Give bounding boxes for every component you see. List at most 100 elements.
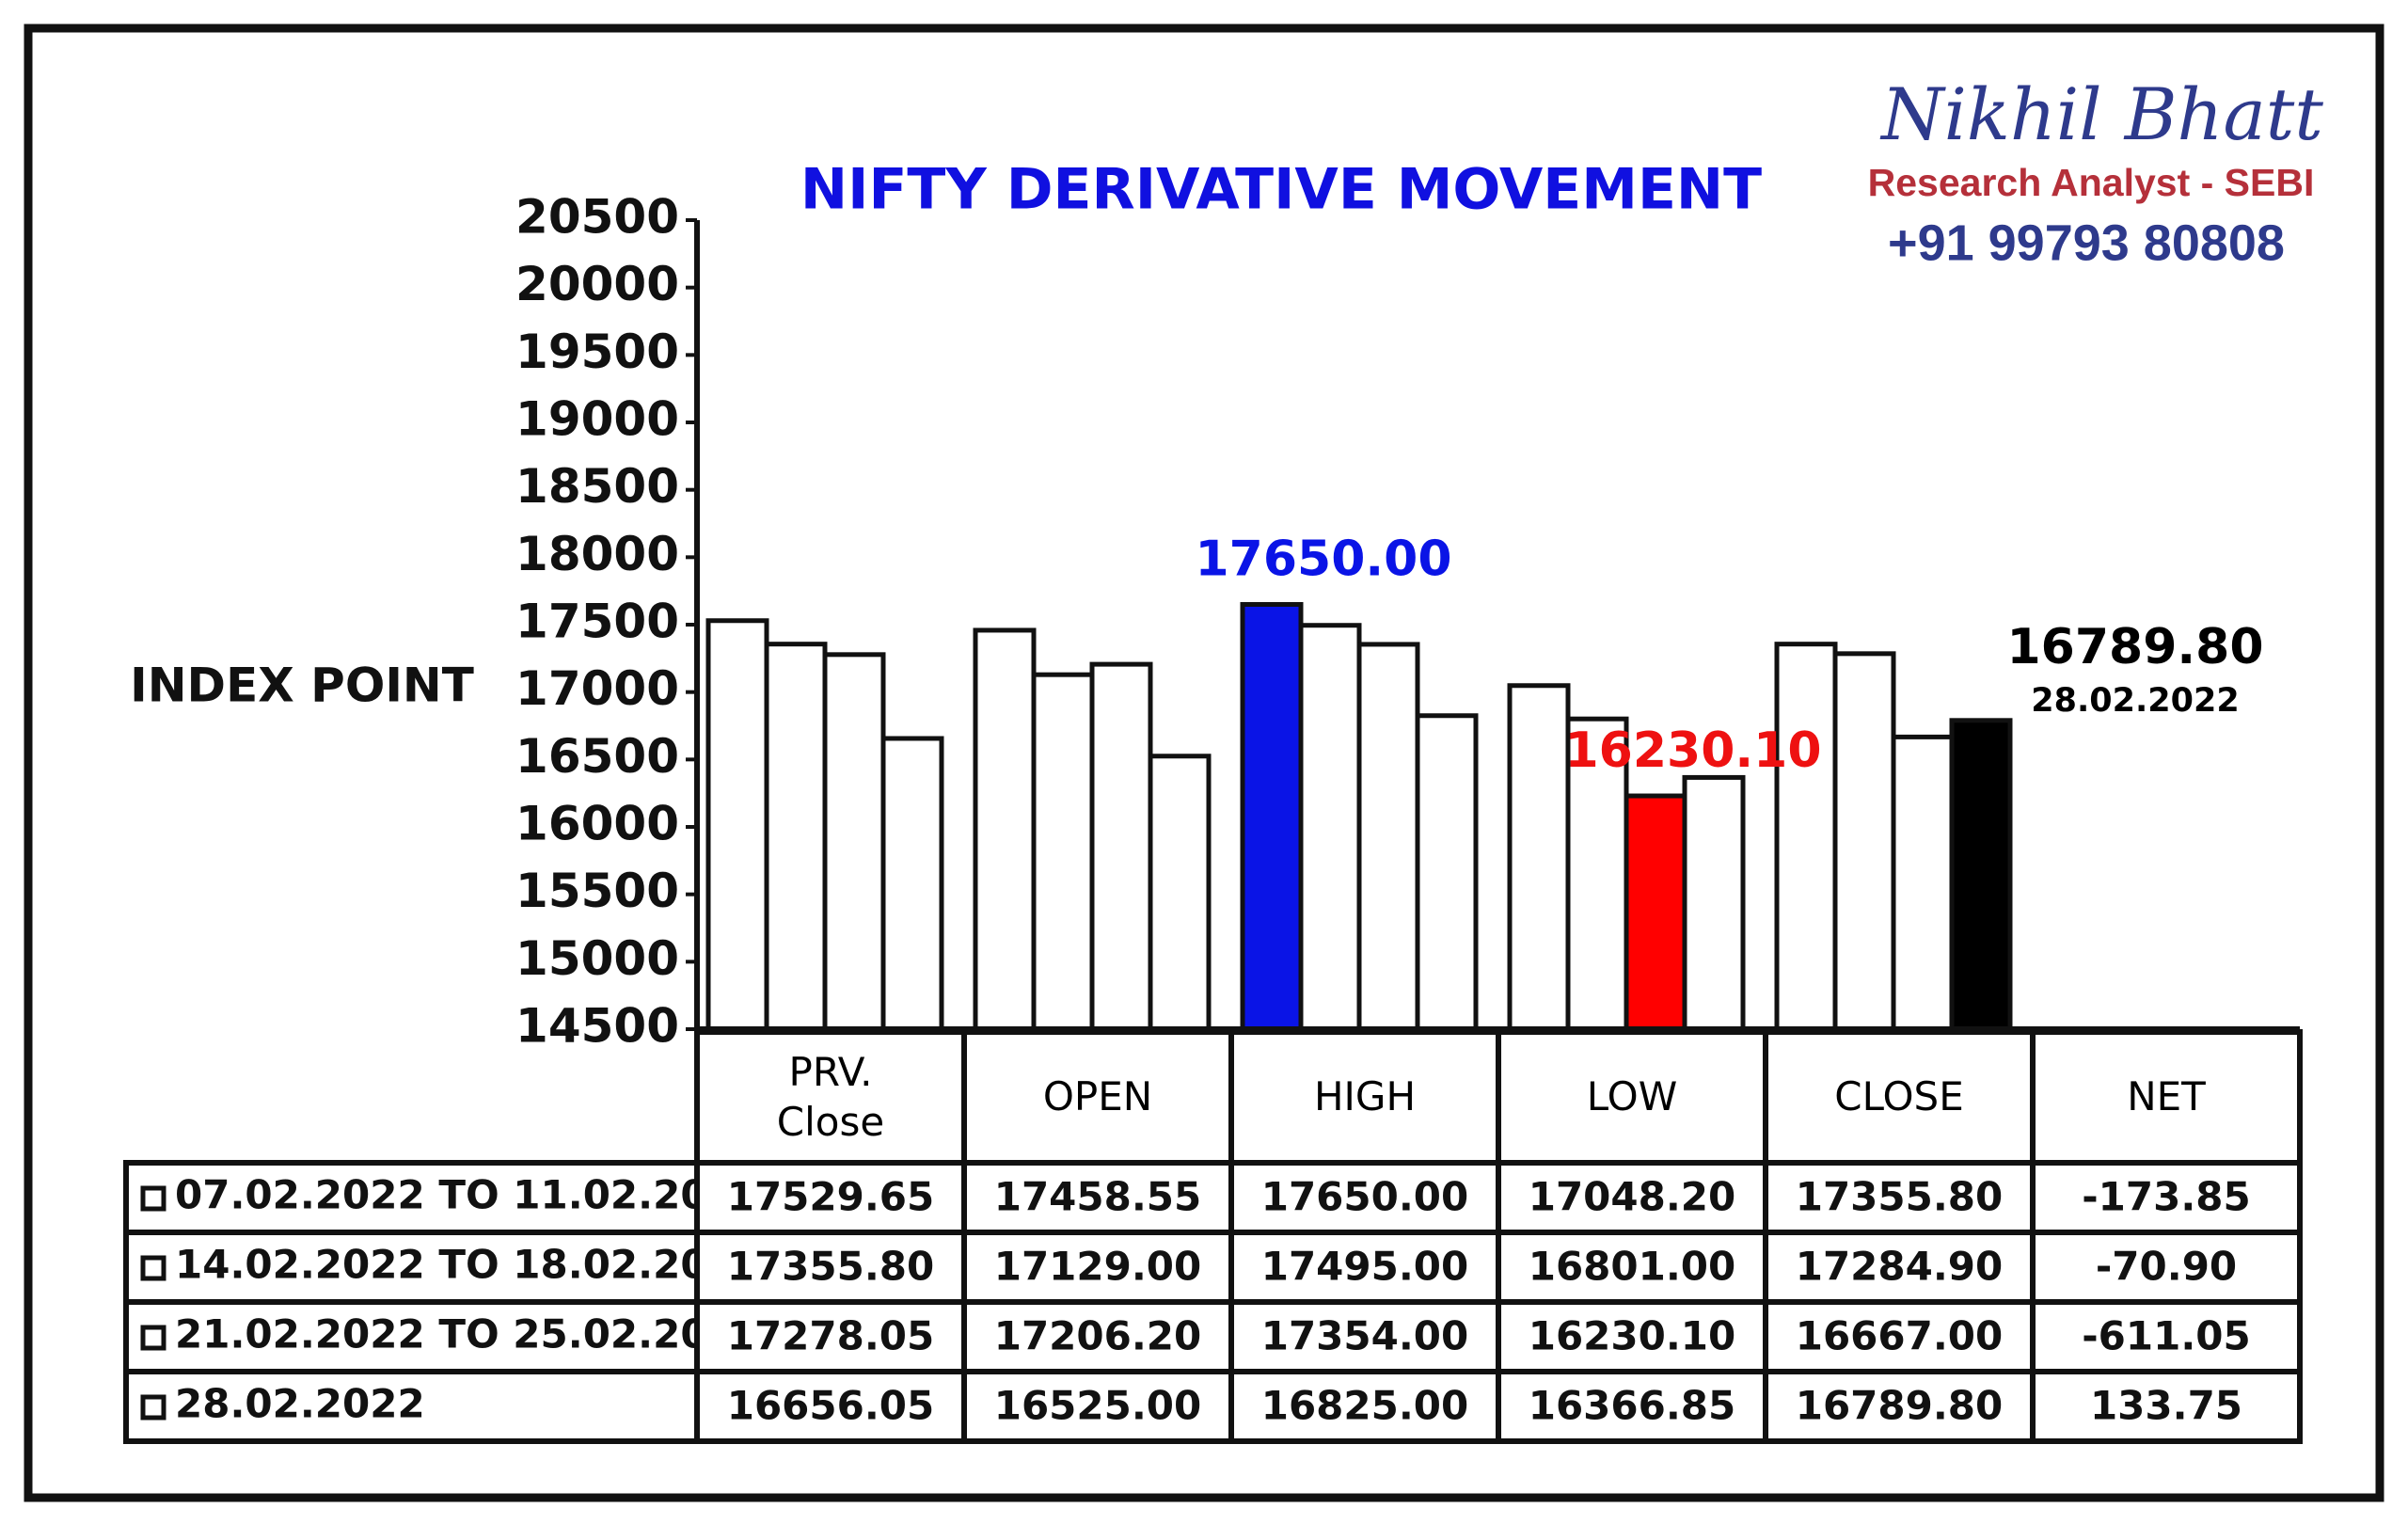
bar bbox=[1832, 651, 1896, 1032]
y-tick-label: 19500 bbox=[515, 325, 679, 379]
column-header: CLOSE bbox=[1834, 1073, 1964, 1120]
table-cell bbox=[694, 1299, 967, 1374]
cell-value: 17650.00 bbox=[1261, 1174, 1469, 1220]
column-header: LOW bbox=[1586, 1073, 1678, 1120]
legend-label: 28.02.2022 bbox=[175, 1381, 425, 1427]
brand-name: Nikhil Bhatt bbox=[1879, 72, 2323, 156]
bar bbox=[1507, 683, 1571, 1032]
column-header: OPEN bbox=[1042, 1073, 1153, 1120]
legend-label: 07.02.2022 TO 11.02.2022 bbox=[175, 1172, 763, 1218]
cell-value: 17284.90 bbox=[1796, 1244, 2004, 1290]
table-cell bbox=[694, 1230, 967, 1305]
legend-marker bbox=[140, 1325, 166, 1351]
cell-value: 16801.00 bbox=[1529, 1244, 1736, 1290]
bar bbox=[880, 736, 944, 1032]
legend-label: 14.02.2022 TO 18.02.2022 bbox=[175, 1242, 763, 1288]
cell-value: 17495.00 bbox=[1261, 1244, 1469, 1290]
column-header: HIGH bbox=[1313, 1073, 1417, 1120]
y-tick-label: 20000 bbox=[515, 257, 679, 311]
net-value: -173.85 bbox=[2082, 1174, 2251, 1220]
y-tick-label: 14500 bbox=[515, 999, 679, 1054]
bar bbox=[1148, 754, 1212, 1032]
bar bbox=[1774, 642, 1838, 1032]
bar bbox=[973, 627, 1037, 1032]
annotation: 16789.80 bbox=[2006, 619, 2263, 675]
bar bbox=[1240, 602, 1304, 1032]
cell-value: 17048.20 bbox=[1529, 1174, 1736, 1220]
cell-value: 16366.85 bbox=[1529, 1383, 1736, 1429]
header-cell bbox=[694, 1029, 967, 1166]
table-cell bbox=[961, 1369, 1234, 1444]
net-value: -611.05 bbox=[2082, 1313, 2251, 1359]
table-cell bbox=[1763, 1299, 2036, 1374]
bar bbox=[1356, 642, 1420, 1032]
cell-value: 16525.00 bbox=[994, 1383, 1202, 1429]
table-cell bbox=[1228, 1369, 1501, 1444]
y-tick-label: 15500 bbox=[515, 864, 679, 918]
table-cell bbox=[1228, 1160, 1501, 1235]
table-cell bbox=[1763, 1160, 2036, 1235]
cell-value: 17355.80 bbox=[1796, 1174, 2004, 1220]
y-tick-label: 20500 bbox=[515, 190, 679, 245]
brand-phone: +91 99793 80808 bbox=[1888, 214, 2285, 271]
table-cell bbox=[2030, 1369, 2303, 1444]
bar bbox=[1415, 713, 1479, 1032]
y-tick-label: 15000 bbox=[515, 931, 679, 986]
legend-label: 21.02.2022 TO 25.02.2022 bbox=[175, 1311, 763, 1357]
cell-value: 17355.80 bbox=[727, 1244, 935, 1290]
cell-value: 17458.55 bbox=[994, 1174, 1202, 1220]
bar bbox=[1949, 718, 2013, 1032]
header-box: LOW bbox=[1586, 1073, 1678, 1120]
brand-role: Research Analyst - SEBI bbox=[1868, 161, 2315, 204]
header-box: HIGH bbox=[1313, 1073, 1417, 1120]
net-value: 133.75 bbox=[2090, 1383, 2242, 1429]
cell-value: 17354.00 bbox=[1261, 1313, 1469, 1359]
y-tick-label: 19000 bbox=[515, 392, 679, 447]
column-header: NET bbox=[2127, 1073, 2206, 1120]
annotation-sub: 28.02.2022 bbox=[2031, 682, 2239, 720]
cell-value: 17278.05 bbox=[727, 1313, 935, 1359]
y-tick-label: 16500 bbox=[515, 729, 679, 784]
chart-title: NIFTY DERIVATIVE MOVEMENT bbox=[800, 157, 1762, 223]
header-box: OPEN bbox=[1042, 1073, 1153, 1120]
net-value: -70.90 bbox=[2096, 1244, 2237, 1290]
cell-value: 16230.10 bbox=[1529, 1313, 1736, 1359]
annotation: 16230.10 bbox=[1564, 722, 1821, 779]
y-axis-label: INDEX POINT bbox=[130, 659, 474, 713]
table-cell bbox=[1763, 1369, 2036, 1444]
row-label-cell bbox=[123, 1299, 700, 1374]
header-box: NET bbox=[2127, 1073, 2206, 1120]
table-cell bbox=[2030, 1230, 2303, 1305]
bar bbox=[1031, 672, 1095, 1032]
header-cell bbox=[961, 1029, 1234, 1166]
cell-value: 16825.00 bbox=[1261, 1383, 1469, 1429]
table-cell bbox=[1763, 1230, 2036, 1305]
legend-marker bbox=[140, 1255, 166, 1281]
bar bbox=[764, 642, 828, 1032]
table-cell bbox=[2030, 1160, 2303, 1235]
bar bbox=[1624, 793, 1687, 1032]
table-cell bbox=[961, 1160, 1234, 1235]
bar bbox=[1891, 734, 1955, 1032]
cell-value: 16789.80 bbox=[1796, 1383, 2004, 1429]
cell-value: 16656.05 bbox=[727, 1383, 935, 1429]
y-tick-label: 16000 bbox=[515, 797, 679, 851]
annotation: 17650.00 bbox=[1195, 532, 1451, 588]
bar bbox=[1682, 774, 1746, 1032]
y-tick-label: 18500 bbox=[515, 459, 679, 514]
legend-marker bbox=[140, 1185, 166, 1212]
bar bbox=[1089, 661, 1153, 1032]
cell-value: 16667.00 bbox=[1796, 1313, 2004, 1359]
header-box: CLOSE bbox=[1834, 1073, 1964, 1120]
header-box: PRV. Close bbox=[776, 1049, 885, 1145]
table-cell bbox=[1496, 1299, 1768, 1374]
cell-value: 17529.65 bbox=[727, 1174, 935, 1220]
bar bbox=[705, 618, 769, 1032]
column-header: PRV. Close bbox=[776, 1049, 885, 1145]
bar bbox=[1298, 623, 1362, 1032]
row-label-cell bbox=[123, 1369, 700, 1444]
table-cell bbox=[1228, 1230, 1501, 1305]
legend-marker bbox=[140, 1394, 166, 1421]
cell-value: 17206.20 bbox=[994, 1313, 1202, 1359]
